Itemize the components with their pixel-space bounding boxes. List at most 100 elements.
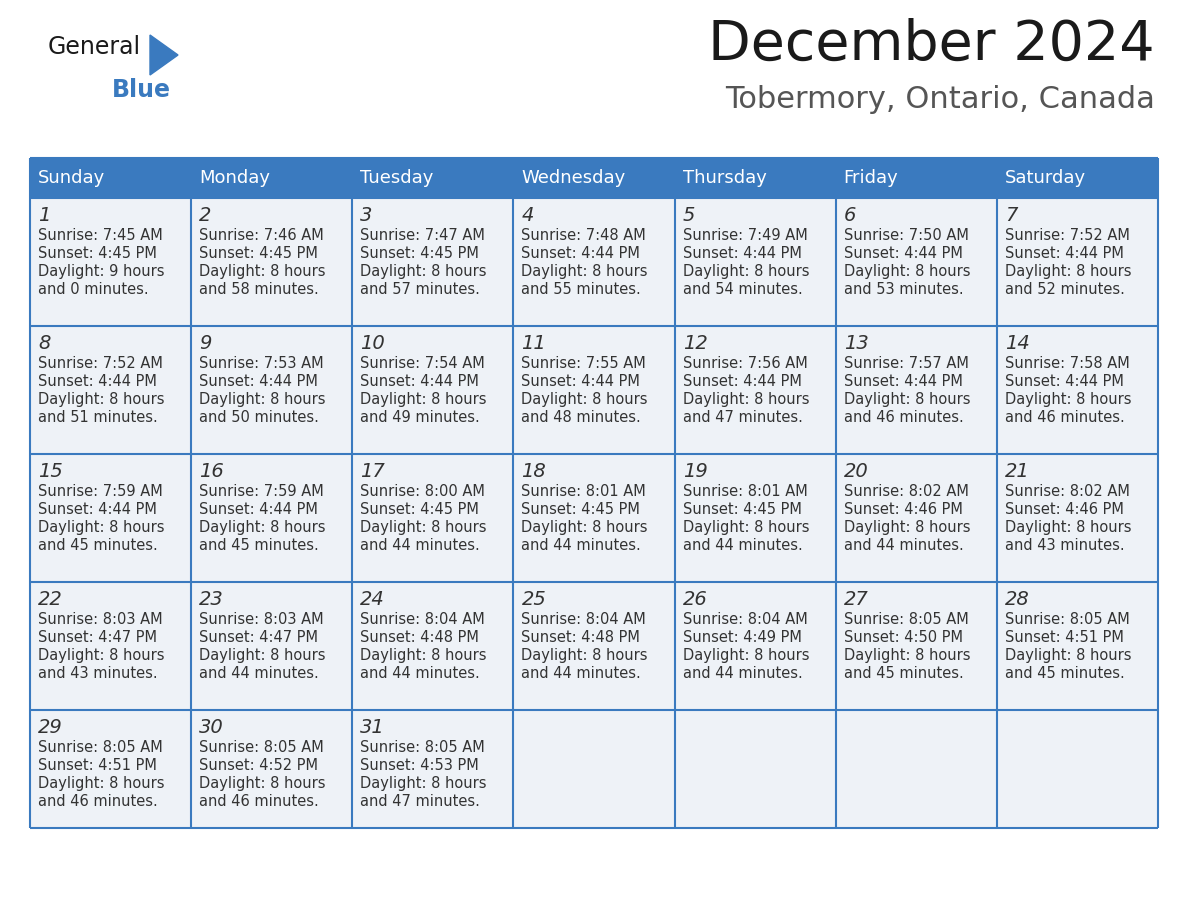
Text: and 51 minutes.: and 51 minutes.: [38, 410, 158, 425]
Text: Thursday: Thursday: [683, 169, 766, 187]
Text: Daylight: 8 hours: Daylight: 8 hours: [360, 648, 487, 663]
Text: Sunrise: 8:05 AM: Sunrise: 8:05 AM: [360, 740, 485, 755]
Text: and 49 minutes.: and 49 minutes.: [360, 410, 480, 425]
Bar: [513, 710, 675, 828]
Text: Sunrise: 7:50 AM: Sunrise: 7:50 AM: [843, 228, 968, 243]
Text: 28: 28: [1005, 590, 1030, 609]
Text: Daylight: 8 hours: Daylight: 8 hours: [683, 648, 809, 663]
Bar: [191, 454, 353, 582]
Bar: [191, 582, 353, 710]
Text: 4: 4: [522, 206, 533, 225]
Text: 13: 13: [843, 334, 868, 353]
Text: Daylight: 8 hours: Daylight: 8 hours: [843, 264, 971, 279]
Text: and 44 minutes.: and 44 minutes.: [522, 538, 642, 553]
Bar: [675, 582, 835, 710]
Bar: [997, 198, 1158, 326]
Text: 9: 9: [200, 334, 211, 353]
Text: and 54 minutes.: and 54 minutes.: [683, 282, 802, 297]
Text: and 53 minutes.: and 53 minutes.: [843, 282, 963, 297]
Bar: [30, 710, 191, 828]
Text: Sunset: 4:44 PM: Sunset: 4:44 PM: [522, 374, 640, 389]
Text: Sunset: 4:44 PM: Sunset: 4:44 PM: [38, 502, 157, 517]
Text: and 44 minutes.: and 44 minutes.: [522, 666, 642, 681]
Text: 19: 19: [683, 462, 707, 481]
Text: 1: 1: [38, 206, 50, 225]
Text: and 46 minutes.: and 46 minutes.: [1005, 410, 1125, 425]
Text: and 47 minutes.: and 47 minutes.: [360, 794, 480, 809]
Text: Sunday: Sunday: [38, 169, 106, 187]
Bar: [353, 198, 513, 326]
Text: Daylight: 8 hours: Daylight: 8 hours: [200, 520, 326, 535]
Bar: [353, 710, 513, 828]
Text: Sunset: 4:47 PM: Sunset: 4:47 PM: [38, 630, 157, 645]
Text: and 43 minutes.: and 43 minutes.: [38, 666, 158, 681]
Text: and 43 minutes.: and 43 minutes.: [1005, 538, 1125, 553]
Text: 7: 7: [1005, 206, 1017, 225]
Bar: [513, 326, 675, 454]
Text: Sunrise: 8:03 AM: Sunrise: 8:03 AM: [200, 612, 324, 627]
Text: Sunrise: 7:49 AM: Sunrise: 7:49 AM: [683, 228, 808, 243]
Text: 20: 20: [843, 462, 868, 481]
Text: Daylight: 8 hours: Daylight: 8 hours: [38, 776, 164, 791]
Text: 3: 3: [360, 206, 373, 225]
Text: Sunset: 4:45 PM: Sunset: 4:45 PM: [683, 502, 802, 517]
Text: 6: 6: [843, 206, 857, 225]
Text: Sunset: 4:50 PM: Sunset: 4:50 PM: [843, 630, 962, 645]
Text: Daylight: 8 hours: Daylight: 8 hours: [522, 520, 647, 535]
Text: 5: 5: [683, 206, 695, 225]
Bar: [513, 198, 675, 326]
Text: Friday: Friday: [843, 169, 898, 187]
Text: and 50 minutes.: and 50 minutes.: [200, 410, 320, 425]
Text: Blue: Blue: [112, 78, 171, 102]
Bar: [835, 454, 997, 582]
Bar: [675, 454, 835, 582]
Text: Sunrise: 7:52 AM: Sunrise: 7:52 AM: [1005, 228, 1130, 243]
Text: Daylight: 8 hours: Daylight: 8 hours: [200, 264, 326, 279]
Text: Sunrise: 7:45 AM: Sunrise: 7:45 AM: [38, 228, 163, 243]
Text: Sunrise: 7:55 AM: Sunrise: 7:55 AM: [522, 356, 646, 371]
Text: Daylight: 8 hours: Daylight: 8 hours: [200, 776, 326, 791]
Bar: [353, 454, 513, 582]
Bar: [30, 454, 191, 582]
Text: Daylight: 8 hours: Daylight: 8 hours: [522, 392, 647, 407]
Text: Sunrise: 7:54 AM: Sunrise: 7:54 AM: [360, 356, 485, 371]
Text: and 45 minutes.: and 45 minutes.: [1005, 666, 1125, 681]
Text: Daylight: 8 hours: Daylight: 8 hours: [200, 392, 326, 407]
Text: and 46 minutes.: and 46 minutes.: [843, 410, 963, 425]
Text: Sunset: 4:44 PM: Sunset: 4:44 PM: [360, 374, 479, 389]
Text: 17: 17: [360, 462, 385, 481]
Text: Sunrise: 8:05 AM: Sunrise: 8:05 AM: [38, 740, 163, 755]
Text: Sunrise: 7:59 AM: Sunrise: 7:59 AM: [200, 484, 324, 499]
Text: 21: 21: [1005, 462, 1030, 481]
Bar: [191, 326, 353, 454]
Text: Sunrise: 8:04 AM: Sunrise: 8:04 AM: [360, 612, 485, 627]
Text: Daylight: 8 hours: Daylight: 8 hours: [843, 520, 971, 535]
Bar: [675, 326, 835, 454]
Text: Sunset: 4:51 PM: Sunset: 4:51 PM: [38, 758, 157, 773]
Text: 30: 30: [200, 718, 223, 737]
Text: Sunset: 4:44 PM: Sunset: 4:44 PM: [683, 374, 802, 389]
Bar: [353, 582, 513, 710]
Text: Daylight: 8 hours: Daylight: 8 hours: [360, 776, 487, 791]
Text: 26: 26: [683, 590, 707, 609]
Text: and 52 minutes.: and 52 minutes.: [1005, 282, 1125, 297]
Text: Sunrise: 8:02 AM: Sunrise: 8:02 AM: [843, 484, 968, 499]
Text: Sunrise: 8:01 AM: Sunrise: 8:01 AM: [683, 484, 808, 499]
Text: and 0 minutes.: and 0 minutes.: [38, 282, 148, 297]
Bar: [191, 710, 353, 828]
Text: Daylight: 8 hours: Daylight: 8 hours: [1005, 648, 1131, 663]
Text: and 44 minutes.: and 44 minutes.: [360, 538, 480, 553]
Text: Sunset: 4:45 PM: Sunset: 4:45 PM: [38, 246, 157, 261]
Text: Sunrise: 8:05 AM: Sunrise: 8:05 AM: [200, 740, 324, 755]
Text: 2: 2: [200, 206, 211, 225]
Bar: [191, 198, 353, 326]
Text: Sunrise: 7:57 AM: Sunrise: 7:57 AM: [843, 356, 968, 371]
Bar: [835, 326, 997, 454]
Text: 31: 31: [360, 718, 385, 737]
Text: 27: 27: [843, 590, 868, 609]
Text: Sunset: 4:44 PM: Sunset: 4:44 PM: [683, 246, 802, 261]
Text: and 46 minutes.: and 46 minutes.: [38, 794, 158, 809]
Text: December 2024: December 2024: [708, 18, 1155, 72]
Text: and 47 minutes.: and 47 minutes.: [683, 410, 802, 425]
Text: Sunset: 4:48 PM: Sunset: 4:48 PM: [360, 630, 479, 645]
